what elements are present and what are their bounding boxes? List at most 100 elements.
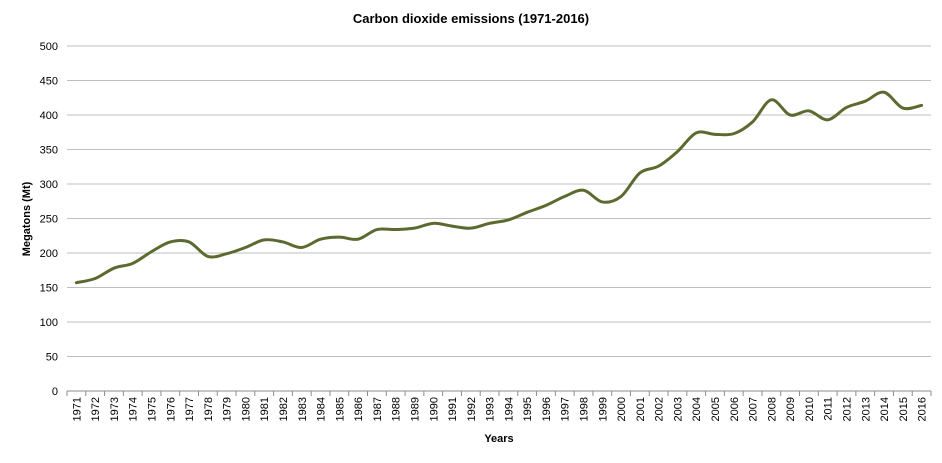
- x-tick-label: 1991: [447, 397, 459, 421]
- x-tick-label: 1995: [522, 397, 534, 421]
- x-tick-label: 1979: [222, 397, 234, 421]
- x-tick-label: 2015: [898, 397, 910, 421]
- x-tick-label: 1994: [503, 397, 515, 421]
- x-tick-label: 1998: [579, 397, 591, 421]
- data-point-1989: [413, 227, 416, 230]
- data-point-1998: [582, 189, 585, 192]
- x-tick-label: 1971: [71, 397, 83, 421]
- data-point-2007: [751, 120, 754, 123]
- data-point-1973: [112, 267, 115, 270]
- x-tick-label: 2011: [823, 397, 835, 421]
- y-tick-label: 500: [40, 41, 58, 53]
- data-point-2012: [845, 106, 848, 109]
- y-tick-label: 350: [40, 145, 58, 157]
- x-tick-label: 1997: [560, 397, 572, 421]
- data-point-1983: [300, 246, 303, 249]
- x-tick-label: 2007: [748, 397, 760, 421]
- y-tick-label: 250: [40, 214, 58, 226]
- x-tick-label: 2000: [616, 397, 628, 421]
- data-point-2016: [920, 104, 923, 107]
- data-point-1995: [526, 211, 529, 214]
- x-tick-label: 2010: [804, 397, 816, 421]
- data-point-1979: [225, 252, 228, 255]
- x-tick-label: 1982: [278, 397, 290, 421]
- data-point-1985: [338, 236, 341, 239]
- series-line-co2-emissions: [74, 90, 924, 285]
- data-point-1994: [507, 218, 510, 221]
- y-tick-label: 400: [40, 110, 58, 122]
- data-point-1992: [469, 227, 472, 230]
- data-point-1972: [94, 277, 97, 280]
- x-tick-label: 2009: [785, 397, 797, 421]
- x-tick-label: 2014: [879, 397, 891, 421]
- x-tick-label: 2006: [729, 397, 741, 421]
- chart-title: Carbon dioxide emissions (1971-2016): [353, 11, 589, 26]
- x-tick-label: 1973: [109, 397, 121, 421]
- x-tick-label: 1989: [409, 397, 421, 421]
- data-point-2001: [638, 171, 641, 174]
- y-tick-label: 50: [46, 352, 58, 364]
- x-tick-label: 1999: [597, 397, 609, 421]
- x-tick-label: 1986: [353, 397, 365, 421]
- data-points: [75, 91, 923, 284]
- x-tick-label: 1993: [485, 397, 497, 421]
- x-tick-label: 1974: [128, 397, 140, 421]
- data-point-2003: [676, 150, 679, 153]
- y-tick-label: 450: [40, 76, 58, 88]
- data-point-1975: [150, 250, 153, 253]
- data-point-2000: [620, 195, 623, 198]
- x-tick-label: 2002: [654, 397, 666, 421]
- x-tick-label: 2012: [841, 397, 853, 421]
- data-point-1974: [131, 262, 134, 265]
- data-point-1996: [544, 204, 547, 207]
- x-tick-label: 1996: [541, 397, 553, 421]
- data-point-2011: [826, 118, 829, 121]
- y-axis-title: Megatons (Mt): [21, 181, 33, 256]
- data-point-1976: [169, 240, 172, 243]
- data-point-2002: [657, 165, 660, 168]
- data-point-2014: [883, 91, 886, 94]
- data-point-2006: [732, 132, 735, 135]
- x-tick-label: 1990: [428, 397, 440, 421]
- x-tick-label: 2003: [672, 397, 684, 421]
- x-tick-label: 2016: [917, 397, 929, 421]
- y-tick-label: 300: [40, 179, 58, 191]
- data-point-1997: [563, 195, 566, 198]
- x-tick-label: 1984: [316, 397, 328, 421]
- y-tick-label: 150: [40, 283, 58, 295]
- x-tick-label: 1981: [259, 397, 271, 421]
- data-point-2005: [714, 133, 717, 136]
- x-tick-label: 1980: [240, 397, 252, 421]
- x-tick-label: 1977: [184, 397, 196, 421]
- x-tick-label: 1983: [297, 397, 309, 421]
- data-point-2015: [901, 107, 904, 110]
- x-tick-label: 2001: [635, 397, 647, 421]
- data-point-1971: [75, 281, 78, 284]
- x-tick-label: 1987: [372, 397, 384, 421]
- data-point-1982: [282, 240, 285, 243]
- x-axis-ticks: 1971 1972 1973 1974 1975 1976 1977 1978 1979 1980…: [66, 391, 932, 421]
- data-point-1988: [394, 228, 397, 231]
- data-point-2004: [695, 131, 698, 134]
- x-tick-label: 1992: [466, 397, 478, 421]
- data-point-1978: [206, 255, 209, 258]
- y-axis-ticks: 0 50 100 150 200 250 300 350 400 450 500: [40, 41, 58, 398]
- x-tick-label: 2008: [766, 397, 778, 421]
- data-point-1980: [244, 246, 247, 249]
- data-point-1981: [263, 238, 266, 241]
- data-point-1977: [188, 240, 191, 243]
- y-tick-label: 200: [40, 248, 58, 260]
- data-point-1991: [451, 225, 454, 228]
- data-point-1986: [357, 238, 360, 241]
- x-tick-label: 2013: [860, 397, 872, 421]
- data-point-2008: [770, 98, 773, 101]
- x-tick-label: 1985: [334, 397, 346, 421]
- y-tick-label: 100: [40, 317, 58, 329]
- data-point-2010: [807, 109, 810, 112]
- data-point-2009: [789, 114, 792, 117]
- data-point-1987: [375, 228, 378, 231]
- y-tick-label: 0: [52, 386, 58, 398]
- data-point-1999: [601, 200, 604, 203]
- x-axis-title: Years: [484, 433, 513, 445]
